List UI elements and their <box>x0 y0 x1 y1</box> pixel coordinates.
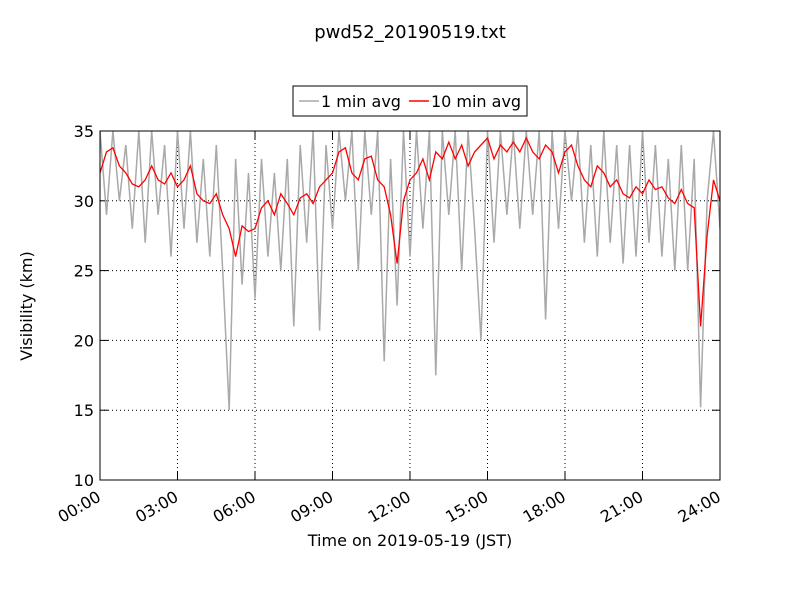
series-line <box>100 131 720 411</box>
series-line <box>100 136 720 327</box>
y-tick-label: 15 <box>74 401 94 420</box>
y-tick-label: 25 <box>74 262 94 281</box>
legend-label: 10 min avg <box>431 92 521 111</box>
y-tick-label: 10 <box>74 471 94 490</box>
legend-label: 1 min avg <box>321 92 401 111</box>
y-tick-label: 35 <box>74 122 94 141</box>
y-axis-label: Visibility (km) <box>17 251 36 360</box>
plot-frame <box>99 130 721 481</box>
chart-title: pwd52_20190519.txt <box>314 22 506 43</box>
y-tick-label: 20 <box>74 331 94 350</box>
x-axis-label: Time on 2019-05-19 (JST) <box>307 531 512 550</box>
y-tick-label: 30 <box>74 192 94 211</box>
